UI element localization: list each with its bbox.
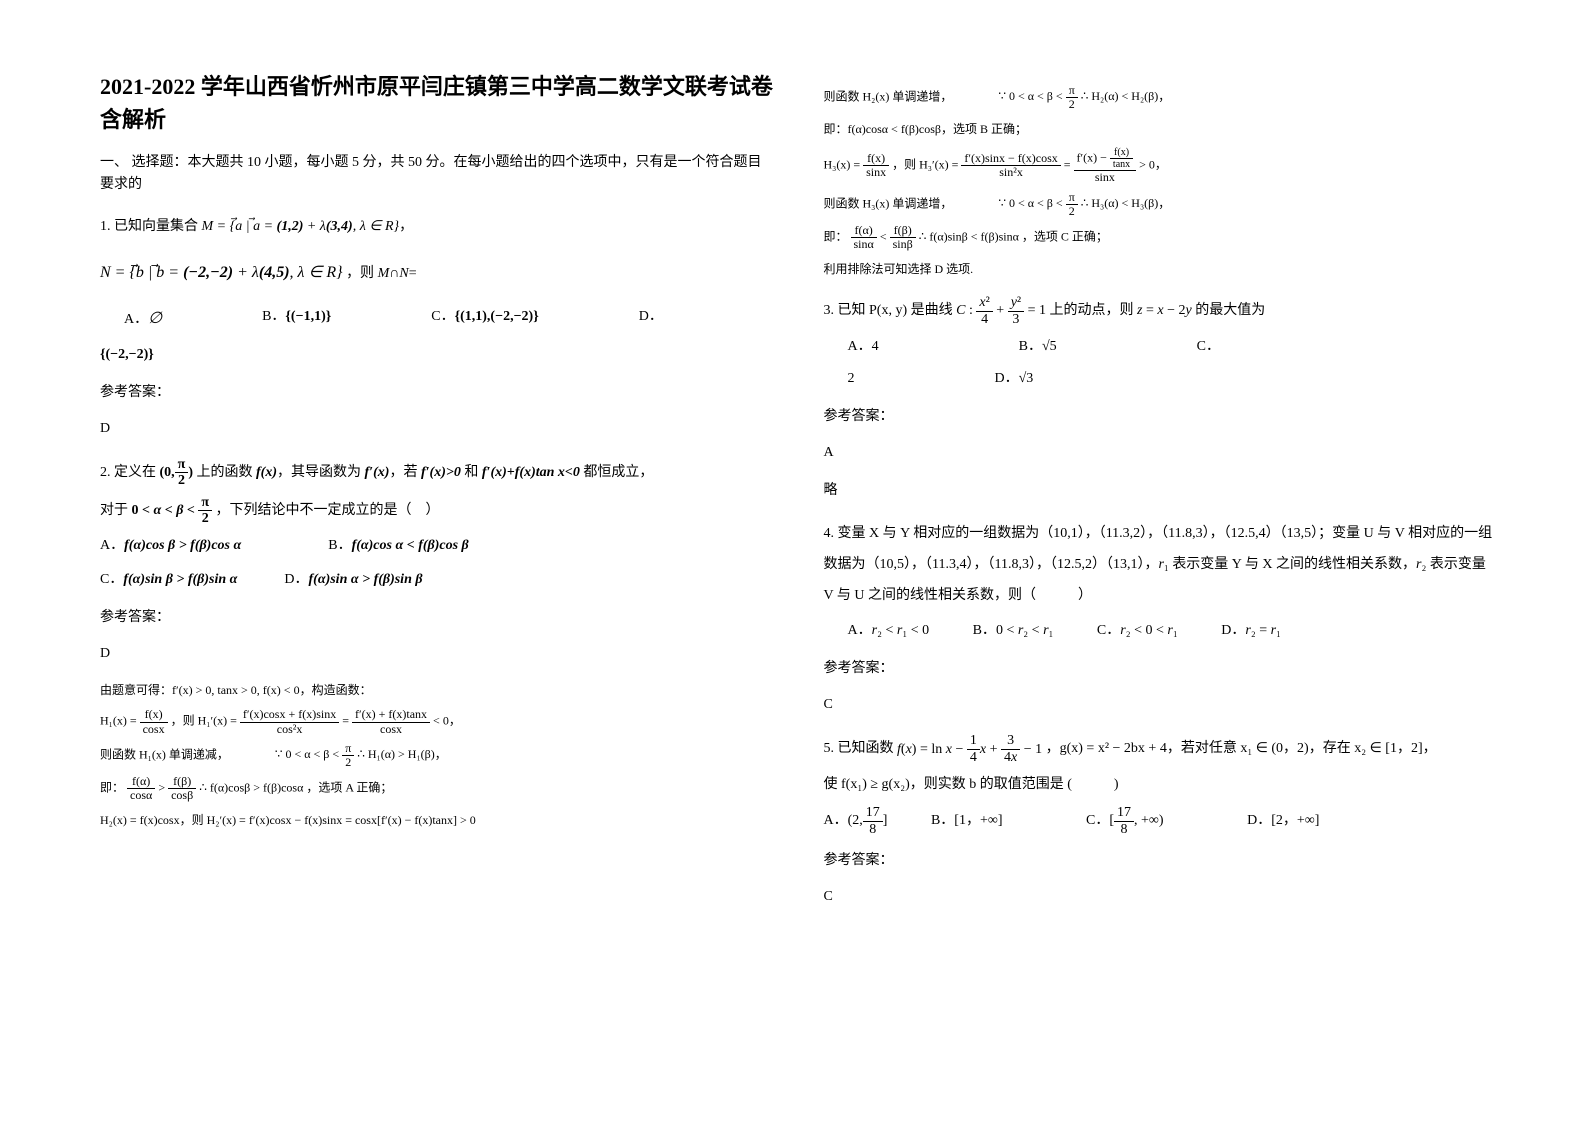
- q1-opt-d-cont: {(−2,−2)}: [100, 347, 154, 362]
- q2-opt-c: C．f(α)sin β > f(β)sin α: [100, 572, 237, 587]
- q2-range: 0 < α < β < π2: [132, 503, 213, 518]
- q2-opt-a: A．f(α)cos β > f(β)cos α: [100, 538, 241, 553]
- q1-then: ，则 M∩N=: [346, 266, 417, 281]
- q3-opt-b: B．√5: [1019, 333, 1057, 361]
- question-5: 5. 已知函数 f(x) = ln x − 14x + 34x − 1 ，g(x…: [824, 733, 1498, 911]
- q4-ans-label: 参考答案：: [824, 655, 1498, 683]
- q3-opt-d: D．√3: [995, 365, 1034, 393]
- q5-fx: f(x) = ln x − 14x + 34x − 1: [897, 742, 1042, 757]
- q3-ans-label: 参考答案：: [824, 403, 1498, 431]
- q1-opt-a: A．∅: [124, 303, 162, 335]
- q3-ans: A: [824, 439, 1498, 467]
- q2-expl-1: 由题意可得：f′(x) > 0, tanx > 0, f(x) < 0，构造函数…: [100, 678, 774, 702]
- q1-set-m: M = {a⃗ | a⃗ = (1,2) + λ(3,4), λ ∈ R}: [202, 219, 400, 234]
- q4-stem: 4. 变量 X 与 Y 相对应的一组数据为（10,1），（11.3,2），（11…: [824, 519, 1498, 611]
- q5-stem1: 5. 已知函数: [824, 742, 894, 757]
- q5-ans: C: [824, 883, 1498, 911]
- q2-domain: (0,π2): [160, 465, 194, 480]
- question-1: 1. 已知向量集合 M = {a⃗ | a⃗ = (1,2) + λ(3,4),…: [100, 213, 774, 443]
- q1-opt-b: B．{(−1,1)}: [262, 303, 331, 335]
- q2-stem2: 上的函数 f(x)，其导函数为 f′(x)，若 f′(x)>0 和 f′(x)+…: [197, 465, 654, 480]
- q3-opt-c2: 2: [848, 365, 855, 393]
- q5-ans-label: 参考答案：: [824, 847, 1498, 875]
- q4-opts: A．r₂ < r₁ < 0 B．0 < r₂ < r₁ C．r₂ < 0 < r…: [848, 617, 1498, 645]
- question-4: 4. 变量 X 与 Y 相对应的一组数据为（10,1），（11.3,2），（11…: [824, 519, 1498, 719]
- document-title: 2021-2022 学年山西省忻州市原平闫庄镇第三中学高二数学文联考试卷含解析: [100, 70, 774, 136]
- q1-stem-1: 1. 已知向量集合: [100, 219, 198, 234]
- q3-stem2: 上的动点，则 z = x − 2y 的最大值为: [1050, 303, 1266, 318]
- q3-curve: C : x²4 + y²3 = 1: [956, 303, 1049, 318]
- q1-ans: D: [100, 415, 774, 443]
- q3-stem1: 3. 已知 P(x, y) 是曲线: [824, 303, 953, 318]
- q3-expl: 略: [824, 477, 1498, 505]
- q3-opt-a: A．4: [848, 333, 879, 361]
- q4-ans: C: [824, 691, 1498, 719]
- q5-opts: A．(2,178] B．[1，+∞] C．[178, +∞) D．[2，+∞]: [824, 805, 1498, 837]
- q2-stem4: ，下列结论中不一定成立的是（ ）: [216, 503, 440, 518]
- question-3: 3. 已知 P(x, y) 是曲线 C : x²4 + y²3 = 1 上的动点…: [824, 295, 1498, 505]
- q1-opt-d: D．: [639, 303, 663, 335]
- q5-stem2: ，g(x) = x² − 2bx + 4，若对任意 x₁ ∈ (0，2)，存在 …: [1046, 742, 1437, 757]
- q2-opt-d: D．f(α)sin α > f(β)sin β: [284, 572, 422, 587]
- q2-expl-2: H₁(x) = f(x)cosx ，则 H₁′(x) = f′(x)cosx +…: [100, 708, 774, 735]
- left-column: 2021-2022 学年山西省忻州市原平闫庄镇第三中学高二数学文联考试卷含解析 …: [100, 70, 774, 1072]
- section-heading: 一、 选择题：本大题共 10 小题，每小题 5 分，共 50 分。在每小题给出的…: [100, 152, 774, 197]
- q2-expl-3: 则函数 H₁(x) 单调递减， ∵ 0 < α < β < π2 ∴ H₁(α)…: [100, 742, 774, 769]
- q1-opt-c: C．{(1,1),(−2,−2)}: [431, 303, 538, 335]
- q3-opt-c: C．: [1197, 333, 1220, 361]
- q2-ans-label: 参考答案：: [100, 604, 774, 632]
- q2-expl-8: H₃(x) = f(x)sinx ，则 H₃′(x) = f′(x)sinx −…: [824, 147, 1498, 184]
- q2-expl-4: 即： f(α)cosα > f(β)cosβ ∴ f(α)cosβ > f(β)…: [100, 775, 774, 802]
- q2-ans: D: [100, 640, 774, 668]
- q2-stem3: 对于: [100, 503, 128, 518]
- q2-expl-continued: 则函数 H₂(x) 单调递增， ∵ 0 < α < β < π2 ∴ H₂(α)…: [824, 84, 1498, 281]
- q1-set-n: N = {b⃗ | b⃗ = (−2,−2) + λ(4,5), λ ∈ R}: [100, 264, 343, 281]
- q2-stem1: 2. 定义在: [100, 465, 156, 480]
- q2-expl-5: H₂(x) = f(x)cosx，则 H₂′(x) = f′(x)cosx − …: [100, 808, 774, 832]
- right-column: 则函数 H₂(x) 单调递增， ∵ 0 < α < β < π2 ∴ H₂(α)…: [824, 70, 1498, 1072]
- q1-ans-label: 参考答案：: [100, 379, 774, 407]
- q2-opt-b: B．f(α)cos α < f(β)cos β: [328, 538, 468, 553]
- question-2: 2. 定义在 (0,π2) 上的函数 f(x)，其导函数为 f′(x)，若 f′…: [100, 457, 774, 833]
